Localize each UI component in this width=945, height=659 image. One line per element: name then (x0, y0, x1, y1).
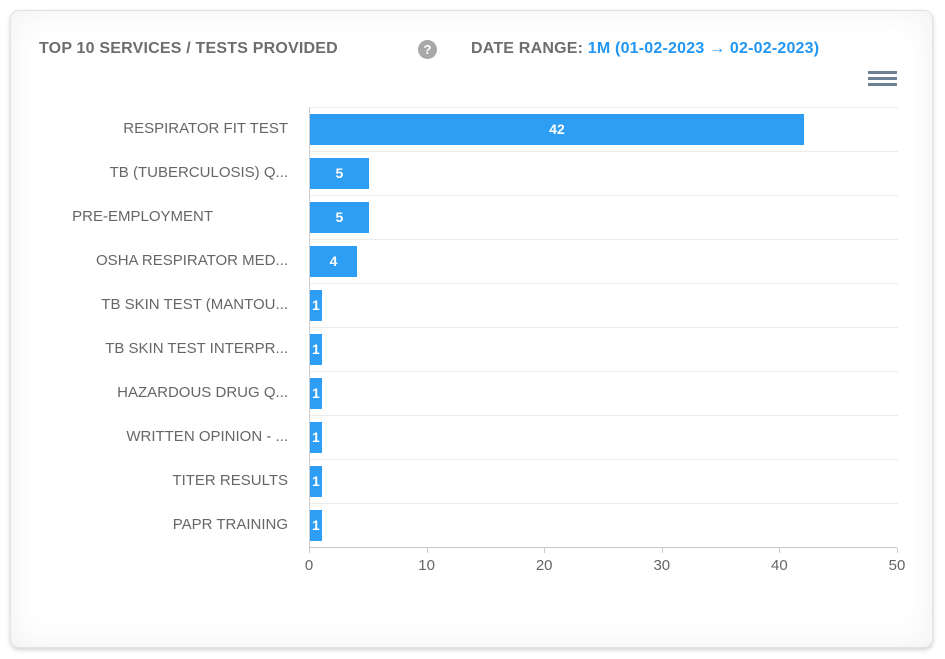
bar[interactable]: 1 (310, 466, 322, 497)
axis-tick-label: 50 (888, 557, 906, 574)
axis-tick (779, 548, 781, 553)
bar-value-label: 1 (311, 429, 320, 445)
bar[interactable]: 4 (310, 246, 358, 277)
help-icon[interactable]: ? (418, 40, 437, 59)
chart-row: 1 (310, 283, 898, 327)
bar[interactable]: 42 (310, 114, 804, 145)
axis-tick-label: 0 (304, 557, 314, 574)
hamburger-line (868, 82, 897, 86)
category-label: TB (TUBERCULOSIS) Q... (109, 164, 288, 181)
bar[interactable]: 1 (310, 510, 322, 541)
chart-row: 42 (310, 107, 898, 151)
category-label: PAPR TRAINING (172, 516, 288, 533)
axis-tick (309, 548, 310, 553)
bar-value-label: 1 (311, 517, 320, 533)
bar[interactable]: 5 (310, 158, 369, 189)
hamburger-line (868, 71, 897, 75)
chart-card: TOP 10 SERVICES / TESTS PROVIDED ? DATE … (10, 10, 933, 648)
axis-tick (897, 548, 898, 553)
bar-value-label: 1 (311, 341, 320, 357)
category-label: HAZARDOUS DRUG Q... (117, 384, 288, 401)
bar[interactable]: 1 (310, 334, 322, 365)
bar-value-label: 5 (335, 165, 344, 181)
hamburger-line (868, 76, 897, 81)
chart-row: 1 (310, 327, 898, 371)
date-range-label: DATE RANGE: (471, 40, 584, 57)
hamburger-menu-icon[interactable] (868, 71, 898, 88)
bar-value-label: 42 (549, 121, 565, 137)
category-label: OSHA RESPIRATOR MED... (96, 252, 288, 269)
axis-tick (426, 548, 428, 553)
chart-row: 1 (310, 459, 898, 503)
category-label: PRE-EMPLOYMENT (72, 208, 213, 225)
bar[interactable]: 5 (310, 202, 369, 233)
chart-row: 5 (310, 195, 898, 239)
bar-value-label: 1 (311, 385, 320, 401)
category-label: TITER RESULTS (172, 472, 288, 489)
bar[interactable]: 1 (310, 378, 322, 409)
axis-tick-label: 30 (653, 557, 671, 574)
chart-title: TOP 10 SERVICES / TESTS PROVIDED (39, 40, 338, 57)
date-range-value[interactable]: 1M (01-02-2023 → 02-02-2023) (587, 40, 820, 57)
chart-row: 1 (310, 503, 898, 547)
bar[interactable]: 1 (310, 290, 322, 321)
axis-tick (544, 548, 546, 553)
bar-value-label: 5 (335, 209, 344, 225)
bar-value-label: 1 (311, 473, 320, 489)
chart-row: 1 (310, 415, 898, 459)
axis-tick-label: 40 (771, 557, 788, 574)
category-label: TB SKIN TEST INTERPR... (105, 340, 288, 357)
date-range: DATE RANGE: 1M (01-02-2023 → 02-02-2023) (471, 40, 819, 58)
chart-row: 4 (310, 239, 898, 283)
category-label: TB SKIN TEST (MANTOU... (101, 296, 288, 313)
category-label: WRITTEN OPINION - ... (126, 428, 288, 445)
value-axis: 0 10 20 30 40 50 (305, 547, 905, 588)
axis-tick (661, 548, 663, 553)
category-axis-labels: RESPIRATOR FIT TEST TB (TUBERCULOSIS) Q..… (11, 107, 299, 547)
axis-tick-label: 10 (418, 557, 435, 574)
chart-row: 5 (310, 151, 898, 195)
bar-value-label: 4 (329, 253, 338, 269)
plot-area: 42 5 5 4 1 1 1 1 1 1 (309, 107, 898, 547)
bar[interactable]: 1 (310, 422, 322, 453)
axis-tick-label: 20 (535, 557, 553, 574)
category-label: RESPIRATOR FIT TEST (123, 120, 288, 137)
chart-row: 1 (310, 371, 898, 415)
bar-value-label: 1 (311, 297, 320, 313)
